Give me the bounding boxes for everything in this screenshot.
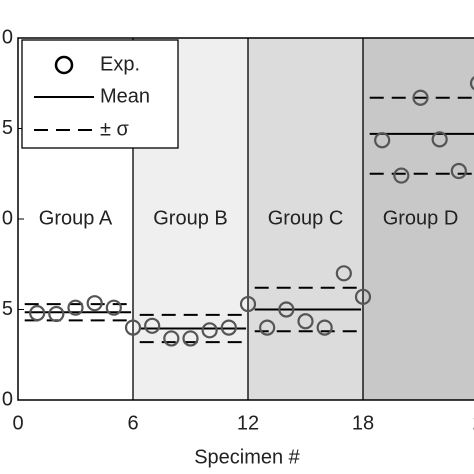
data-point	[182, 330, 199, 347]
x-tick-label: 18	[352, 412, 374, 434]
y-tick-label: 5	[2, 298, 13, 320]
data-point	[412, 89, 429, 106]
data-point	[335, 265, 352, 282]
data-point	[124, 319, 142, 336]
data-point	[297, 313, 314, 330]
data-point	[278, 301, 295, 318]
data-point	[201, 322, 218, 339]
data-point	[29, 305, 46, 322]
y-tick-label: 0	[2, 388, 13, 410]
data-point	[450, 162, 467, 180]
data-point	[316, 319, 333, 336]
x-tick-label: 2	[472, 412, 474, 434]
x-tick-label: 6	[127, 412, 138, 434]
data-point	[48, 305, 65, 323]
data-point	[374, 132, 391, 149]
legend-label: Mean	[100, 85, 150, 107]
data-point	[67, 299, 84, 316]
group-label: Group D	[383, 207, 459, 229]
x-tick-label: 0	[12, 412, 23, 434]
data-point	[144, 317, 161, 334]
legend-label: ± σ	[100, 118, 130, 140]
y-tick-label: 5	[2, 117, 13, 139]
y-tick-label: 0	[2, 26, 13, 48]
x-axis-label: Specimen #	[194, 446, 300, 468]
group-region	[248, 38, 363, 400]
group-label: Group A	[39, 207, 113, 229]
y-tick-label: 0	[2, 207, 13, 229]
data-point	[354, 288, 372, 305]
group-label: Group C	[268, 207, 344, 229]
data-point	[220, 319, 237, 336]
legend-marker	[54, 55, 74, 75]
legend-label: Exp.	[100, 53, 140, 75]
data-point	[239, 295, 257, 313]
data-point	[163, 330, 180, 347]
group-label: Group B	[153, 207, 227, 229]
data-point	[393, 167, 410, 184]
data-point	[431, 131, 448, 148]
data-point	[469, 76, 474, 91]
data-point	[105, 299, 122, 316]
data-point	[86, 295, 103, 312]
x-tick-label: 12	[237, 412, 259, 434]
data-point	[259, 319, 276, 336]
